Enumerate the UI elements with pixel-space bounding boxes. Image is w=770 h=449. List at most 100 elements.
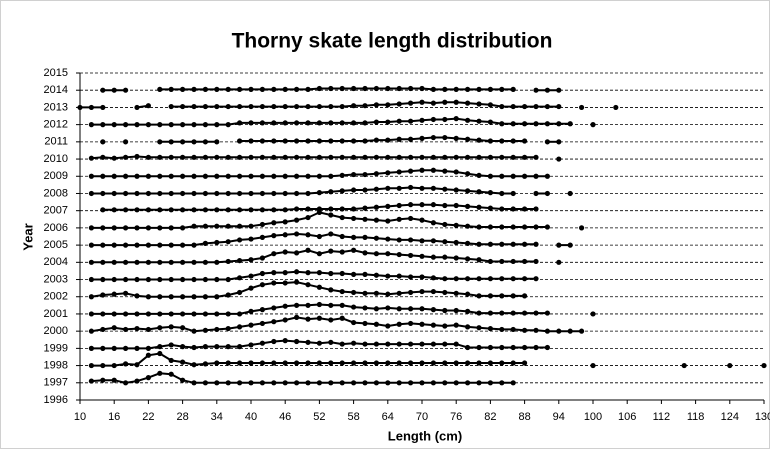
point (225, 311, 231, 317)
point (544, 103, 551, 110)
point (259, 340, 265, 346)
point (225, 173, 231, 179)
point (487, 173, 493, 179)
point (191, 139, 197, 145)
point (271, 380, 277, 386)
point (259, 207, 265, 213)
point (271, 190, 277, 197)
point (282, 219, 288, 225)
point (248, 154, 254, 160)
point (100, 242, 106, 248)
point (408, 320, 414, 327)
point (487, 102, 493, 108)
point (248, 103, 254, 110)
point (237, 324, 243, 330)
point (225, 154, 231, 160)
point (487, 293, 493, 299)
point (180, 276, 186, 283)
point (248, 257, 254, 263)
point (225, 380, 231, 386)
point (351, 360, 357, 366)
point (305, 173, 311, 179)
point (396, 273, 402, 279)
y-tick-label: 2015 (44, 67, 68, 79)
point (248, 86, 254, 92)
point (396, 154, 402, 160)
point (419, 253, 425, 259)
point (339, 103, 345, 110)
point (476, 380, 482, 386)
point (533, 87, 539, 93)
point (567, 121, 573, 127)
point (476, 101, 482, 107)
point (134, 259, 140, 265)
y-tick-label: 2011 (44, 136, 68, 148)
point (396, 202, 402, 209)
point (396, 341, 402, 347)
point (248, 138, 254, 144)
point (214, 103, 220, 110)
point (487, 154, 493, 160)
point (373, 251, 379, 257)
point (180, 86, 186, 92)
point (305, 86, 311, 92)
point (396, 380, 402, 386)
point (476, 344, 482, 351)
point (453, 239, 459, 246)
point (408, 184, 414, 191)
point (100, 139, 106, 145)
point (476, 189, 482, 195)
point (316, 251, 322, 257)
point (259, 154, 265, 160)
x-tick-label: 106 (618, 411, 636, 423)
point (453, 322, 459, 328)
point (157, 207, 163, 213)
point (111, 87, 117, 93)
point (328, 212, 334, 218)
point (396, 321, 402, 327)
point (487, 344, 493, 351)
point (373, 186, 379, 192)
point (442, 307, 448, 314)
point (453, 154, 459, 160)
point (316, 206, 322, 212)
point (579, 225, 585, 231)
point (191, 311, 197, 317)
point (419, 117, 425, 123)
point (180, 207, 186, 213)
point (362, 103, 368, 109)
point (145, 103, 151, 109)
point (305, 360, 311, 366)
point (259, 120, 265, 126)
point (499, 344, 505, 351)
point (442, 239, 448, 245)
point (544, 190, 551, 197)
x-tick-label: 70 (416, 411, 428, 423)
point (202, 103, 208, 110)
point (88, 294, 94, 300)
point (168, 357, 174, 364)
point (396, 85, 402, 92)
chart-title: Thorny skate length distribution (232, 30, 553, 53)
point (476, 172, 482, 179)
point (248, 120, 254, 126)
point (510, 103, 516, 110)
point (111, 190, 117, 197)
point (476, 241, 482, 247)
point (385, 102, 391, 108)
point (476, 257, 482, 263)
point (499, 138, 505, 144)
point (282, 380, 288, 386)
y-tick-label: 2009 (44, 170, 68, 182)
point (88, 362, 94, 369)
point (339, 154, 345, 160)
point (408, 136, 414, 142)
point (442, 360, 448, 366)
point (373, 360, 379, 366)
point (214, 360, 220, 366)
point (396, 251, 402, 258)
point (202, 344, 208, 350)
point (385, 85, 391, 92)
point (282, 270, 288, 276)
